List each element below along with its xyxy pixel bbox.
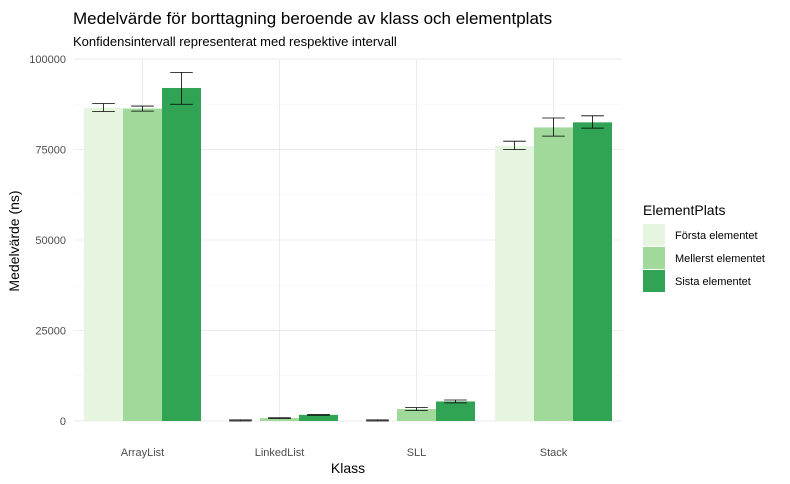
bar-sll-3 [436,401,475,421]
legend-title: ElementPlats [643,202,725,218]
error-bar-arraylist-3 [170,71,193,105]
legend-key-3 [643,270,665,292]
error-bar-stack-2 [542,117,565,137]
error-bar-stack-3 [581,115,604,129]
x-tick-label: ArrayList [121,447,164,459]
legend-label-1: Första elementet [675,230,758,242]
error-bar-sll-3 [444,399,467,404]
y-tick-label: 50000 [35,235,66,247]
y-tick-label: 100000 [29,54,66,66]
x-tick-labels: ArrayList LinkedList SLL Stack [121,447,568,459]
y-axis-title: Medelvärde (ns) [6,190,22,291]
error-bar-stack-1 [503,140,526,150]
chart-title: Medelvärde för borttagning beroende av k… [73,9,552,28]
error-bar-sll-1 [366,419,389,422]
y-tick-label: 0 [60,416,66,428]
error-bar-arraylist-1 [92,103,115,112]
bar-linkedlist-3 [299,414,338,421]
legend-key-2 [643,247,665,269]
x-tick-label: LinkedList [255,447,305,459]
error-bars [92,71,604,422]
y-tick-label: 25000 [35,326,66,338]
bar-arraylist-3 [162,87,201,422]
bar-stack-1 [495,145,534,421]
x-tick-label: SLL [407,447,427,459]
error-bar-linkedlist-1 [229,419,252,422]
bar-arraylist-2 [123,108,162,422]
bar-linkedlist-2 [260,418,299,421]
legend-label-3: Sista elementet [675,276,751,288]
error-bar-linkedlist-3 [307,414,330,416]
legend: ElementPlats Första elementet Mellerst el… [643,202,765,292]
chart-subtitle: Konfidensintervall representerat med res… [73,34,397,49]
error-bar-sll-2 [405,407,428,411]
bar-arraylist-1 [84,107,123,422]
bar-stack-2 [534,127,573,421]
y-tick-label: 75000 [35,145,66,157]
bar-stack-3 [573,122,612,421]
error-bar-arraylist-2 [131,105,154,112]
bar-sll-2 [397,409,436,421]
x-tick-label: Stack [540,447,568,459]
error-bar-linkedlist-2 [268,417,291,419]
legend-label-2: Mellerst elementet [675,253,765,265]
legend-key-1 [643,224,665,246]
x-axis-title: Klass [331,460,365,476]
bars [84,87,612,422]
y-tick-labels: 0 25000 50000 75000 100000 [29,54,66,428]
